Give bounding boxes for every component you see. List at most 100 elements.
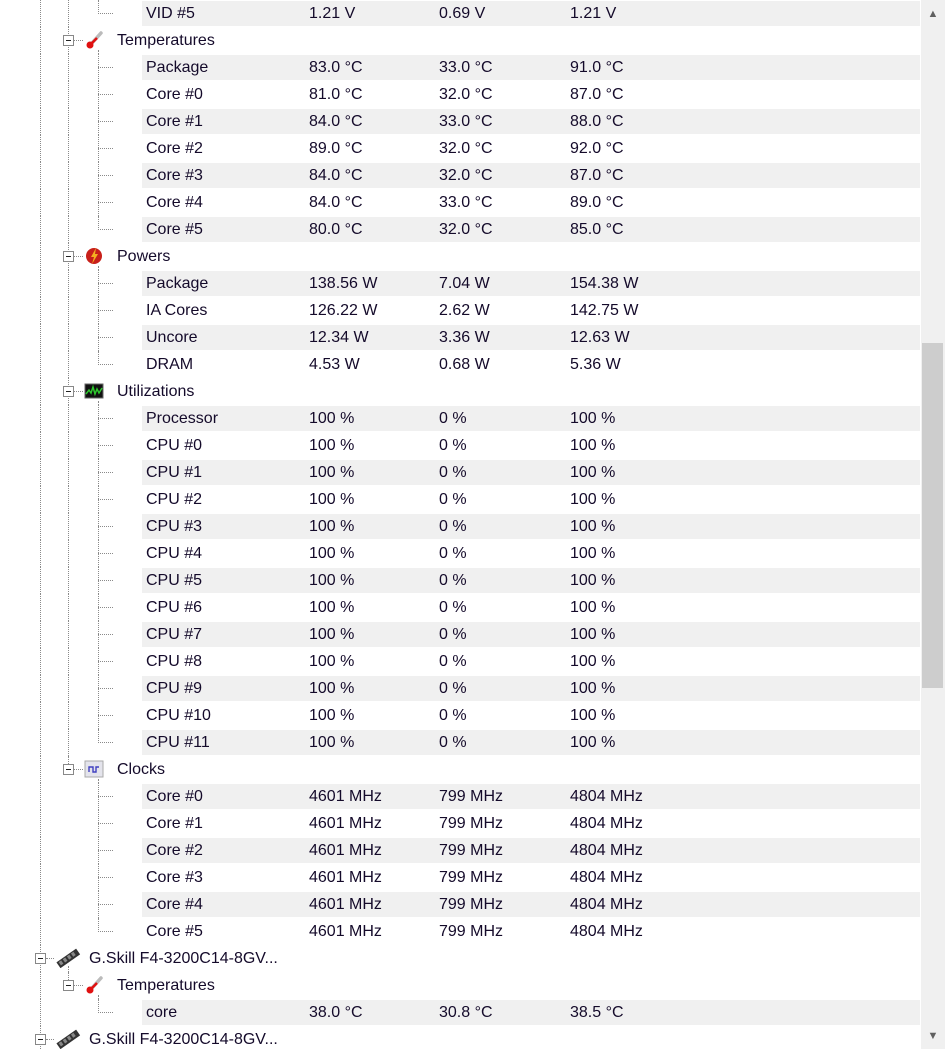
tree-connector [68, 81, 69, 108]
row-highlight [142, 163, 920, 188]
row-highlight [142, 1000, 920, 1025]
sensor-value: 100 % [309, 572, 355, 589]
sensor-value: 4601 MHz [309, 923, 382, 940]
sensor-row[interactable]: Core #2 4601 MHz 799 MHz 4804 MHz [0, 837, 921, 864]
tree-connector [40, 216, 41, 243]
sensor-min: 33.0 °C [439, 194, 493, 211]
sensor-label: CPU #3 [146, 518, 203, 535]
sensor-value: 100 % [309, 491, 355, 508]
tree-connector [98, 995, 99, 999]
scrollbar-thumb[interactable] [922, 343, 943, 688]
sensor-min: 0 % [439, 437, 467, 454]
collapse-button[interactable] [63, 764, 74, 775]
sensor-row[interactable]: Core #5 80.0 °C 32.0 °C 85.0 °C [0, 216, 921, 243]
sensor-row[interactable]: CPU #3 100 % 0 % 100 % [0, 513, 921, 540]
sensor-row[interactable]: CPU #2 100 % 0 % 100 % [0, 486, 921, 513]
sensor-min: 7.04 W [439, 275, 490, 292]
sensor-row[interactable]: Core #4 4601 MHz 799 MHz 4804 MHz [0, 891, 921, 918]
sensor-min: 0 % [439, 734, 467, 751]
sensor-row[interactable]: Core #1 84.0 °C 33.0 °C 88.0 °C [0, 108, 921, 135]
category-row[interactable]: Utilizations [0, 378, 921, 405]
sensor-value: 100 % [309, 653, 355, 670]
sensor-row[interactable]: CPU #1 100 % 0 % 100 % [0, 459, 921, 486]
sensor-row[interactable]: Core #3 4601 MHz 799 MHz 4804 MHz [0, 864, 921, 891]
sensor-min: 799 MHz [439, 869, 504, 886]
thermometer-icon [84, 975, 104, 995]
collapse-button[interactable] [63, 35, 74, 46]
device-row[interactable]: G.Skill F4-3200C14-8GV... [0, 1026, 921, 1049]
tree-connector [40, 81, 41, 108]
collapse-button[interactable] [63, 980, 74, 991]
tree-connector [68, 216, 69, 243]
tree-connector [68, 0, 69, 27]
sensor-row[interactable]: CPU #8 100 % 0 % 100 % [0, 648, 921, 675]
sensor-row[interactable]: CPU #4 100 % 0 % 100 % [0, 540, 921, 567]
sensor-row[interactable]: DRAM 4.53 W 0.68 W 5.36 W [0, 351, 921, 378]
sensor-row[interactable]: core 38.0 °C 30.8 °C 38.5 °C [0, 999, 921, 1026]
sensor-min: 32.0 °C [439, 221, 493, 238]
sensor-row[interactable]: CPU #9 100 % 0 % 100 % [0, 675, 921, 702]
collapse-button[interactable] [63, 251, 74, 262]
sensor-row[interactable]: Core #4 84.0 °C 33.0 °C 89.0 °C [0, 189, 921, 216]
sensor-row[interactable]: Processor 100 % 0 % 100 % [0, 405, 921, 432]
sensor-row[interactable]: Package 83.0 °C 33.0 °C 91.0 °C [0, 54, 921, 81]
tree-connector [68, 513, 69, 540]
sensor-max: 100 % [570, 734, 616, 751]
sensor-label: CPU #5 [146, 572, 203, 589]
sensor-max: 100 % [570, 437, 616, 454]
sensor-row[interactable]: CPU #0 100 % 0 % 100 % [0, 432, 921, 459]
sensor-max: 100 % [570, 491, 616, 508]
sensor-row[interactable]: Core #5 4601 MHz 799 MHz 4804 MHz [0, 918, 921, 945]
sensor-max: 154.38 W [570, 275, 639, 292]
tree-connector [40, 243, 41, 270]
sensor-label: Package [146, 59, 209, 76]
sensor-min: 0 % [439, 464, 467, 481]
sensor-row[interactable]: VID #5 1.21 V 0.69 V 1.21 V [0, 0, 921, 27]
sensor-row[interactable]: CPU #5 100 % 0 % 100 % [0, 567, 921, 594]
tree-connector [98, 216, 99, 230]
sensor-row[interactable]: CPU #6 100 % 0 % 100 % [0, 594, 921, 621]
chevron-up-icon[interactable]: ▲ [927, 8, 939, 20]
tree-connector [98, 351, 99, 365]
sensor-row[interactable]: Core #0 4601 MHz 799 MHz 4804 MHz [0, 783, 921, 810]
tree-connector [98, 999, 99, 1013]
sensor-row[interactable]: IA Cores 126.22 W 2.62 W 142.75 W [0, 297, 921, 324]
sensor-min: 0 % [439, 599, 467, 616]
category-row[interactable]: Temperatures [0, 972, 921, 999]
tree-connector [68, 459, 69, 486]
sensor-row[interactable]: Core #3 84.0 °C 32.0 °C 87.0 °C [0, 162, 921, 189]
sensor-row[interactable]: Core #0 81.0 °C 32.0 °C 87.0 °C [0, 81, 921, 108]
tree-connector [98, 904, 113, 905]
sensor-row[interactable]: CPU #11 100 % 0 % 100 % [0, 729, 921, 756]
chevron-down-icon[interactable]: ▼ [927, 1030, 939, 1042]
tree-connector [40, 594, 41, 621]
category-row[interactable]: Powers [0, 243, 921, 270]
sensor-value: 100 % [309, 734, 355, 751]
device-label: G.Skill F4-3200C14-8GV... [89, 1031, 278, 1048]
category-row[interactable]: Clocks [0, 756, 921, 783]
sensor-row[interactable]: CPU #7 100 % 0 % 100 % [0, 621, 921, 648]
collapse-button[interactable] [35, 953, 46, 964]
sensor-label: CPU #6 [146, 599, 203, 616]
sensor-row[interactable]: Core #1 4601 MHz 799 MHz 4804 MHz [0, 810, 921, 837]
sensor-tree[interactable]: VID #5 1.21 V 0.69 V 1.21 V Temperatures Pack… [0, 0, 921, 1049]
collapse-button[interactable] [63, 386, 74, 397]
row-highlight [142, 55, 920, 80]
sensor-max: 5.36 W [570, 356, 621, 373]
sensor-row[interactable]: Core #2 89.0 °C 32.0 °C 92.0 °C [0, 135, 921, 162]
sensor-min: 799 MHz [439, 815, 504, 832]
row-highlight [142, 514, 920, 539]
sensor-label: CPU #9 [146, 680, 203, 697]
collapse-button[interactable] [35, 1034, 46, 1045]
tree-connector [98, 364, 113, 365]
vertical-scrollbar[interactable]: ▲ ▼ [921, 0, 945, 1049]
sensor-row[interactable]: CPU #10 100 % 0 % 100 % [0, 702, 921, 729]
category-row[interactable]: Temperatures [0, 27, 921, 54]
sensor-row[interactable]: Package 138.56 W 7.04 W 154.38 W [0, 270, 921, 297]
tree-connector [40, 729, 41, 756]
sensor-value: 84.0 °C [309, 167, 363, 184]
sensor-max: 4804 MHz [570, 842, 643, 859]
device-row[interactable]: G.Skill F4-3200C14-8GV... [0, 945, 921, 972]
sensor-value: 80.0 °C [309, 221, 363, 238]
sensor-row[interactable]: Uncore 12.34 W 3.36 W 12.63 W [0, 324, 921, 351]
